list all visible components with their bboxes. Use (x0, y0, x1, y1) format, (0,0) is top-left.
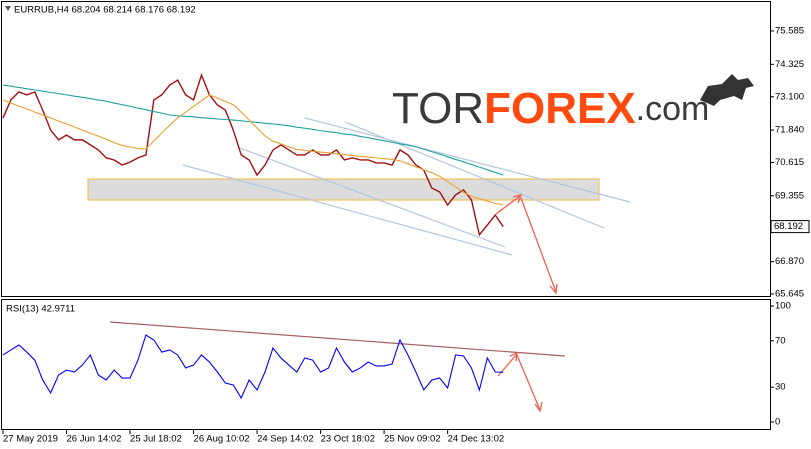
y-tick-label: 0 (775, 416, 780, 427)
series-line (2, 94, 504, 206)
logo-part: FOREX (484, 84, 636, 133)
x-tick-label: 23 Oct 18:02 (321, 434, 375, 445)
x-tick-label: 26 Aug 10:02 (194, 434, 250, 445)
y-tick-label: 66.870 (775, 256, 804, 267)
series-line (2, 334, 504, 400)
arrow-head (512, 194, 523, 204)
y-tick-label: 75.585 (775, 25, 804, 36)
arrow-head (549, 283, 558, 295)
forecast-arrow (495, 195, 521, 215)
price-panel-frame (1, 1, 771, 297)
x-tick-label: 27 May 2019 (3, 434, 58, 445)
arrow-head (509, 351, 518, 362)
logo-part: TOR (392, 84, 484, 133)
support-zone (87, 178, 600, 201)
trend-line (239, 147, 506, 248)
trend-line (344, 121, 605, 229)
menu-icon (5, 6, 11, 11)
forecast-arrow (516, 354, 541, 411)
arrow-head (534, 401, 543, 413)
trend-line (304, 117, 631, 203)
rsi-title: RSI(13) 42.9711 (6, 304, 75, 315)
annotations (87, 74, 754, 413)
x-tick-label: 24 Dec 13:02 (448, 434, 505, 445)
y-tick-label: 73.100 (775, 91, 804, 102)
y-tick-label: 71.840 (775, 125, 804, 136)
logo-bull-icon (700, 74, 754, 106)
forecast-arrow (520, 197, 557, 293)
x-tick-label: 25 Nov 09:02 (384, 434, 441, 445)
last-price-box (770, 220, 810, 234)
x-tick-label: 24 Sep 14:02 (257, 434, 314, 445)
trend-line (182, 164, 513, 256)
rsi-trend-line (109, 321, 566, 357)
x-tick-label: 25 Jul 18:02 (130, 434, 182, 445)
series-line (2, 72, 504, 237)
chart-title: EURRUB,H4 68.204 68.214 68.176 68.192 (14, 5, 196, 16)
logo-part: .com (636, 90, 710, 128)
x-tick-label: 26 Jun 14:02 (67, 434, 122, 445)
y-tick-label: 74.325 (775, 59, 804, 70)
rsi-panel-frame (1, 299, 771, 430)
y-tick-label: 65.645 (775, 289, 804, 300)
y-tick-label: 30 (775, 382, 786, 393)
y-tick-label: 69.355 (775, 190, 804, 201)
logo: TORFOREX.com (392, 84, 709, 133)
last-price-label: 68.192 (774, 221, 803, 232)
series-line (2, 84, 504, 176)
y-tick-label: 70 (775, 335, 786, 346)
y-tick-label: 100 (775, 301, 791, 312)
y-tick-label: 70.615 (775, 157, 804, 168)
